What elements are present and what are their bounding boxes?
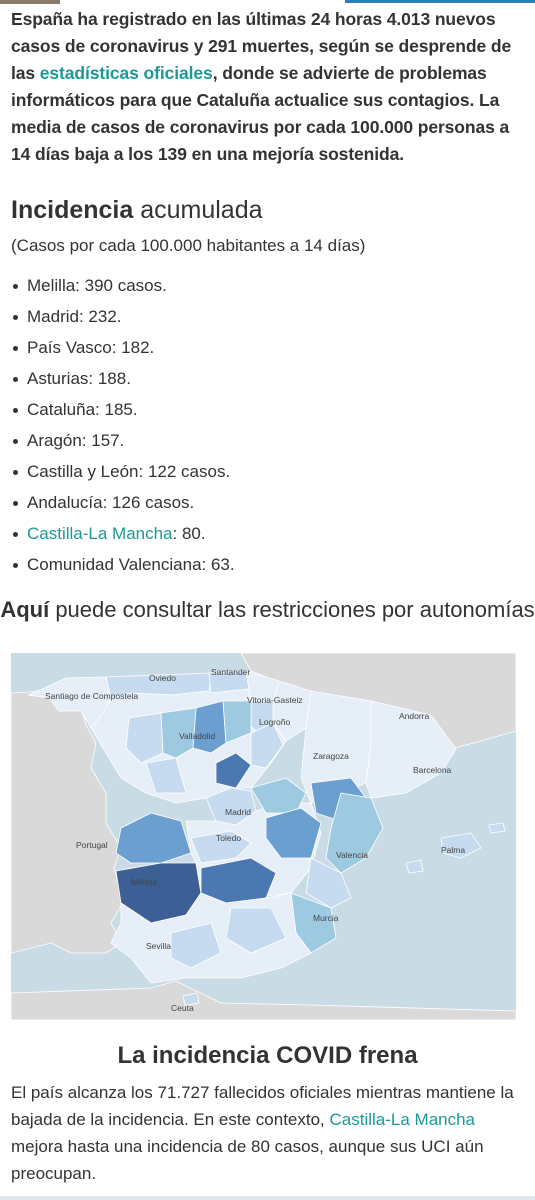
list-item: Aragón: 157.: [11, 425, 235, 456]
map-region-toledo: [190, 830, 252, 864]
estadisticas-oficiales-link[interactable]: estadísticas oficiales: [39, 63, 213, 83]
map-label-murcia: Murcia: [313, 913, 339, 923]
map-label-merida: Mérida: [131, 877, 157, 887]
map-label-barcelona: Barcelona: [413, 765, 452, 775]
section2-heading: La incidencia COVID frena: [117, 1042, 418, 1069]
list-item: Castilla-La Mancha: 80.: [11, 518, 235, 549]
map-label-valencia: Valencia: [336, 850, 368, 860]
map-region-castilla-leon-a: [125, 712, 164, 764]
section2-paragraph: El país alcanza los 71.727 fallecidos of…: [11, 1083, 514, 1183]
map-label-palma: Palma: [441, 845, 465, 855]
map-region-guadalajara: [250, 777, 307, 814]
map-region-castilla-leon-e: [250, 722, 284, 769]
incidence-heading: Incidencia acumulada: [11, 196, 263, 224]
map-region-menorca: [488, 822, 506, 834]
map-label-zaragoza: Zaragoza: [313, 751, 349, 761]
map-region-valladolid: [192, 700, 227, 754]
map-label-vitoria: Vitoria-Gasteiz: [247, 695, 303, 705]
map-region-andalucia-b: [170, 922, 222, 969]
map-label-santiago: Santiago de Compostela: [45, 691, 138, 701]
map-label-valladolid: Valladolid: [179, 731, 216, 741]
bottom-border: [0, 1196, 535, 1200]
map-label-andorra: Andorra: [399, 711, 430, 721]
map-label-madrid: Madrid: [225, 807, 251, 817]
map-region-ceuta: [182, 992, 200, 1006]
map-label-santander: Santander: [211, 667, 250, 677]
castilla-la-mancha-link-2[interactable]: Castilla-La Mancha: [329, 1110, 476, 1129]
map-label-sevilla: Sevilla: [146, 941, 171, 951]
map-region-valencia-coast: [305, 857, 352, 909]
map-label-oviedo: Oviedo: [149, 673, 176, 683]
list-item: Madrid: 232.: [11, 301, 235, 332]
list-item: Comunidad Valenciana: 63.: [11, 549, 235, 580]
aqui-link[interactable]: Aquí: [0, 597, 50, 622]
list-item: Castilla y León: 122 casos.: [11, 456, 235, 487]
map-label-toledo: Toledo: [216, 833, 241, 843]
map-region-valencia: [325, 792, 384, 874]
intro-paragraph: España ha registrado en las últimas 24 h…: [11, 9, 512, 164]
map-region-extremadura-caceres: [115, 812, 192, 864]
list-item: Melilla: 390 casos.: [11, 270, 235, 301]
map-region-andalucia-a: [225, 907, 287, 954]
top-border: [0, 0, 535, 4]
map-region-mallorca: [440, 832, 482, 859]
incidence-list: Melilla: 390 casos. Madrid: 232. País Va…: [11, 270, 235, 580]
map-region-cataluna: [365, 700, 457, 799]
spain-incidence-map[interactable]: Oviedo Santander Santiago de Compostela …: [11, 653, 516, 1020]
map-label-ceuta: Ceuta: [171, 1003, 194, 1013]
list-item: País Vasco: 182.: [11, 332, 235, 363]
list-item: Asturias: 188.: [11, 363, 235, 394]
map-morocco: [11, 980, 516, 1020]
map-region-castilla-leon-b: [160, 707, 197, 759]
map-region-segovia: [215, 752, 252, 789]
map-label-logrono: Logroño: [259, 717, 290, 727]
incidence-subtitle: (Casos por cada 100.000 habitantes a 14 …: [11, 236, 366, 255]
castilla-la-mancha-link[interactable]: Castilla-La Mancha: [27, 524, 173, 543]
map-region-castilla-leon-c: [145, 757, 187, 794]
list-item: Andalucía: 126 casos.: [11, 487, 235, 518]
list-item: Cataluña: 185.: [11, 394, 235, 425]
map-label-portugal: Portugal: [76, 840, 108, 850]
map-region-ibiza: [405, 859, 424, 874]
consult-heading[interactable]: Aquí puede consultar las restricciones p…: [0, 597, 535, 622]
